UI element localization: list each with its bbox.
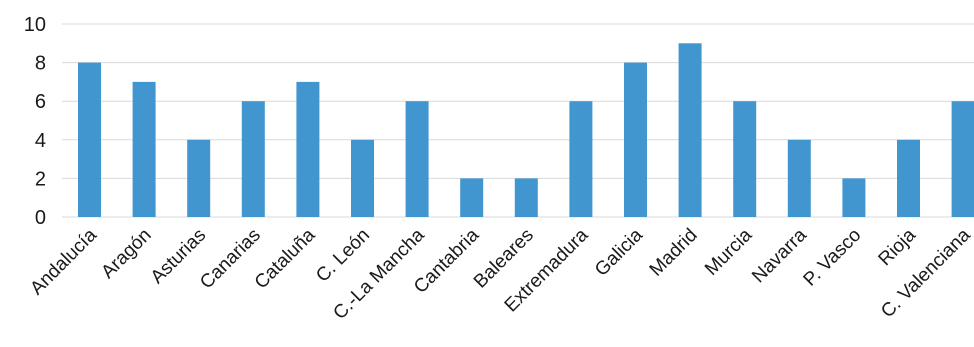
bar-1 [132,81,156,218]
bars [78,43,974,218]
bar-13 [787,139,811,217]
x-category-label: Rioja [875,224,921,270]
x-category-label: Galicia [591,224,647,280]
bar-15 [897,139,920,217]
y-tick-label: 10 [24,14,46,36]
y-tick-label: 0 [35,207,46,229]
y-axis-ticks: 0 2 4 6 8 10 [24,14,46,229]
bar-2 [187,139,211,217]
bar-6 [405,101,429,217]
y-tick-label: 4 [35,130,46,152]
bar-10 [624,62,647,217]
x-category-label: Andalucía [26,224,101,299]
bar-3 [241,101,265,217]
x-category-label: Cataluña [251,224,320,293]
bar-0 [78,62,101,217]
bar-16 [951,101,974,217]
x-category-label: Madrid [646,225,702,281]
bar-5 [351,139,374,217]
x-category-label: P. Vasco [800,225,866,291]
bar-11 [678,43,702,217]
bar-8 [514,178,538,217]
y-tick-label: 8 [35,53,46,75]
bar-12 [733,101,757,217]
bar-9 [569,101,593,217]
gridlines [62,23,974,218]
bar-7 [460,178,484,217]
y-tick-label: 2 [35,168,46,190]
bar-14 [842,178,866,217]
x-axis-labels: AndalucíaAragónAsturiasCanariasCataluñaC… [26,224,974,324]
bar-4 [296,81,320,218]
y-tick-label: 6 [35,91,46,113]
